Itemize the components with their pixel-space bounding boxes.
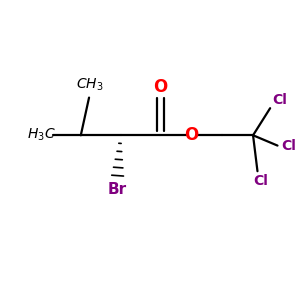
Text: $H_3C$: $H_3C$: [27, 127, 56, 143]
Text: Cl: Cl: [272, 93, 287, 107]
Text: $CH_3$: $CH_3$: [76, 76, 104, 93]
Text: Br: Br: [108, 182, 127, 197]
Text: O: O: [184, 126, 198, 144]
Text: Cl: Cl: [253, 174, 268, 188]
Text: Cl: Cl: [281, 139, 296, 153]
Text: O: O: [153, 78, 167, 96]
